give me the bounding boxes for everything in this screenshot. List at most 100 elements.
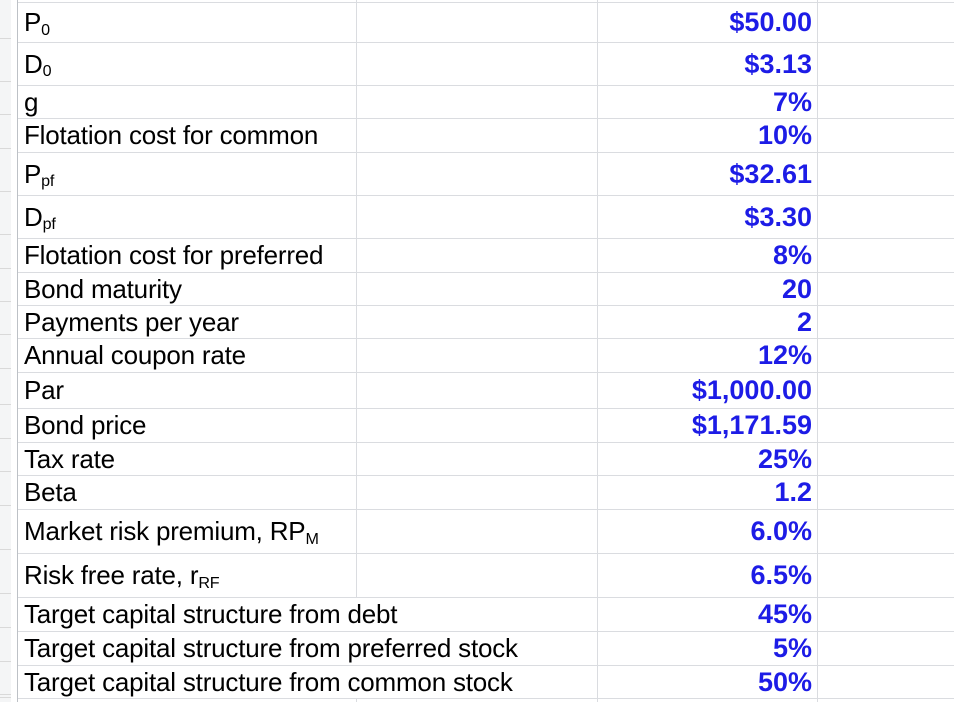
value-cell[interactable]: 45% <box>598 598 818 631</box>
label-cell[interactable]: Flotation cost for common <box>18 119 357 152</box>
label-cell[interactable]: Target capital structure from preferred … <box>18 632 518 665</box>
label-cell[interactable]: Tax rate <box>18 443 357 475</box>
empty-cell[interactable] <box>818 3 954 42</box>
empty-cell[interactable] <box>818 632 954 665</box>
row-header-stub <box>0 269 11 302</box>
empty-cell[interactable] <box>357 632 598 665</box>
value-cell[interactable]: $50.00 <box>598 3 818 42</box>
row-header-stub <box>0 628 11 662</box>
value-cell[interactable]: 7% <box>598 86 818 118</box>
empty-cell[interactable] <box>357 699 598 702</box>
value-cell[interactable] <box>598 699 818 702</box>
empty-cell[interactable] <box>818 43 954 85</box>
label-cell[interactable]: Market risk premium, RPM <box>18 510 357 553</box>
empty-cell[interactable] <box>357 239 598 272</box>
empty-cell[interactable] <box>357 373 598 408</box>
value-cell[interactable]: 12% <box>598 339 818 372</box>
sheet-row: Tax rate 25% <box>18 443 954 476</box>
empty-cell[interactable] <box>357 3 598 42</box>
empty-cell[interactable] <box>357 598 598 631</box>
label-cell[interactable]: Ppf <box>18 153 357 195</box>
value-cell[interactable]: 5% <box>598 632 818 665</box>
label-cell[interactable] <box>18 0 357 2</box>
sheet-row: Target capital structure from debt 45% <box>18 598 954 632</box>
empty-cell[interactable] <box>357 510 598 553</box>
value-cell[interactable]: 10% <box>598 119 818 152</box>
label-cell[interactable]: Annual coupon rate <box>18 339 357 372</box>
row-value: 1.2 <box>774 477 812 507</box>
empty-cell[interactable] <box>357 43 598 85</box>
empty-cell[interactable] <box>818 153 954 195</box>
sheet-row: Bond maturity 20 <box>18 273 954 306</box>
empty-cell[interactable] <box>357 86 598 118</box>
label-cell[interactable]: Beta <box>18 476 357 509</box>
row-header-column <box>0 0 11 702</box>
row-label: Bond price <box>24 410 147 440</box>
row-header-stub <box>0 39 11 82</box>
empty-cell[interactable] <box>357 306 598 338</box>
label-cell[interactable]: Dpf <box>18 196 357 238</box>
empty-cell[interactable] <box>818 196 954 238</box>
row-value: 10% <box>757 120 812 150</box>
empty-cell[interactable] <box>818 443 954 475</box>
empty-cell[interactable] <box>818 476 954 509</box>
empty-cell[interactable] <box>357 409 598 442</box>
empty-cell[interactable] <box>357 153 598 195</box>
label-cell[interactable]: Bond maturity <box>18 273 357 305</box>
value-cell[interactable]: $1,000.00 <box>598 373 818 408</box>
empty-cell[interactable] <box>818 510 954 553</box>
empty-cell[interactable] <box>818 86 954 118</box>
row-value: $3.13 <box>744 48 812 79</box>
value-cell[interactable]: 1.2 <box>598 476 818 509</box>
label-cell[interactable]: Target capital structure from common sto… <box>18 666 513 698</box>
empty-cell[interactable] <box>357 0 598 2</box>
label-cell[interactable]: Risk free rate, rRF <box>18 554 357 597</box>
value-cell[interactable]: 6.5% <box>598 554 818 597</box>
label-cell[interactable]: g <box>18 86 357 118</box>
value-cell[interactable]: 20 <box>598 273 818 305</box>
value-cell[interactable]: 2 <box>598 306 818 338</box>
value-cell[interactable]: 6.0% <box>598 510 818 553</box>
row-label: Flotation cost for preferred <box>24 240 324 270</box>
label-cell[interactable]: Flotation cost for preferred <box>18 239 357 272</box>
row-header-stub <box>0 439 11 472</box>
label-cell[interactable]: Par <box>18 373 357 408</box>
empty-cell[interactable] <box>818 239 954 272</box>
row-header-stub <box>0 115 11 149</box>
value-cell[interactable]: $3.13 <box>598 43 818 85</box>
sheet-row: Flotation cost for common 10% <box>18 119 954 153</box>
value-cell[interactable]: $32.61 <box>598 153 818 195</box>
empty-cell[interactable] <box>357 273 598 305</box>
empty-cell[interactable] <box>818 339 954 372</box>
value-cell[interactable]: $3.30 <box>598 196 818 238</box>
empty-cell[interactable] <box>818 409 954 442</box>
empty-cell[interactable] <box>818 0 954 2</box>
empty-cell[interactable] <box>818 666 954 698</box>
label-cell[interactable]: Payments per year <box>18 306 357 338</box>
label-cell[interactable]: Bond price <box>18 409 357 442</box>
empty-cell[interactable] <box>357 554 598 597</box>
empty-cell[interactable] <box>357 119 598 152</box>
label-cell[interactable]: D0 <box>18 43 357 85</box>
value-cell[interactable] <box>598 0 818 2</box>
value-cell[interactable]: $1,171.59 <box>598 409 818 442</box>
empty-cell[interactable] <box>818 273 954 305</box>
value-cell[interactable]: 25% <box>598 443 818 475</box>
empty-cell[interactable] <box>818 373 954 408</box>
row-header-stub <box>0 506 11 550</box>
label-cell[interactable]: Target capital structure from debt <box>18 598 397 631</box>
empty-cell[interactable] <box>818 306 954 338</box>
empty-cell[interactable] <box>357 476 598 509</box>
empty-cell[interactable] <box>357 196 598 238</box>
label-cell[interactable]: P0 <box>18 3 357 42</box>
label-cell[interactable] <box>18 699 357 702</box>
empty-cell[interactable] <box>818 554 954 597</box>
empty-cell[interactable] <box>357 443 598 475</box>
empty-cell[interactable] <box>818 598 954 631</box>
empty-cell[interactable] <box>357 666 598 698</box>
empty-cell[interactable] <box>357 339 598 372</box>
row-label: Target capital structure from debt <box>24 599 398 629</box>
empty-cell[interactable] <box>818 119 954 152</box>
value-cell[interactable]: 50% <box>598 666 818 698</box>
value-cell[interactable]: 8% <box>598 239 818 272</box>
